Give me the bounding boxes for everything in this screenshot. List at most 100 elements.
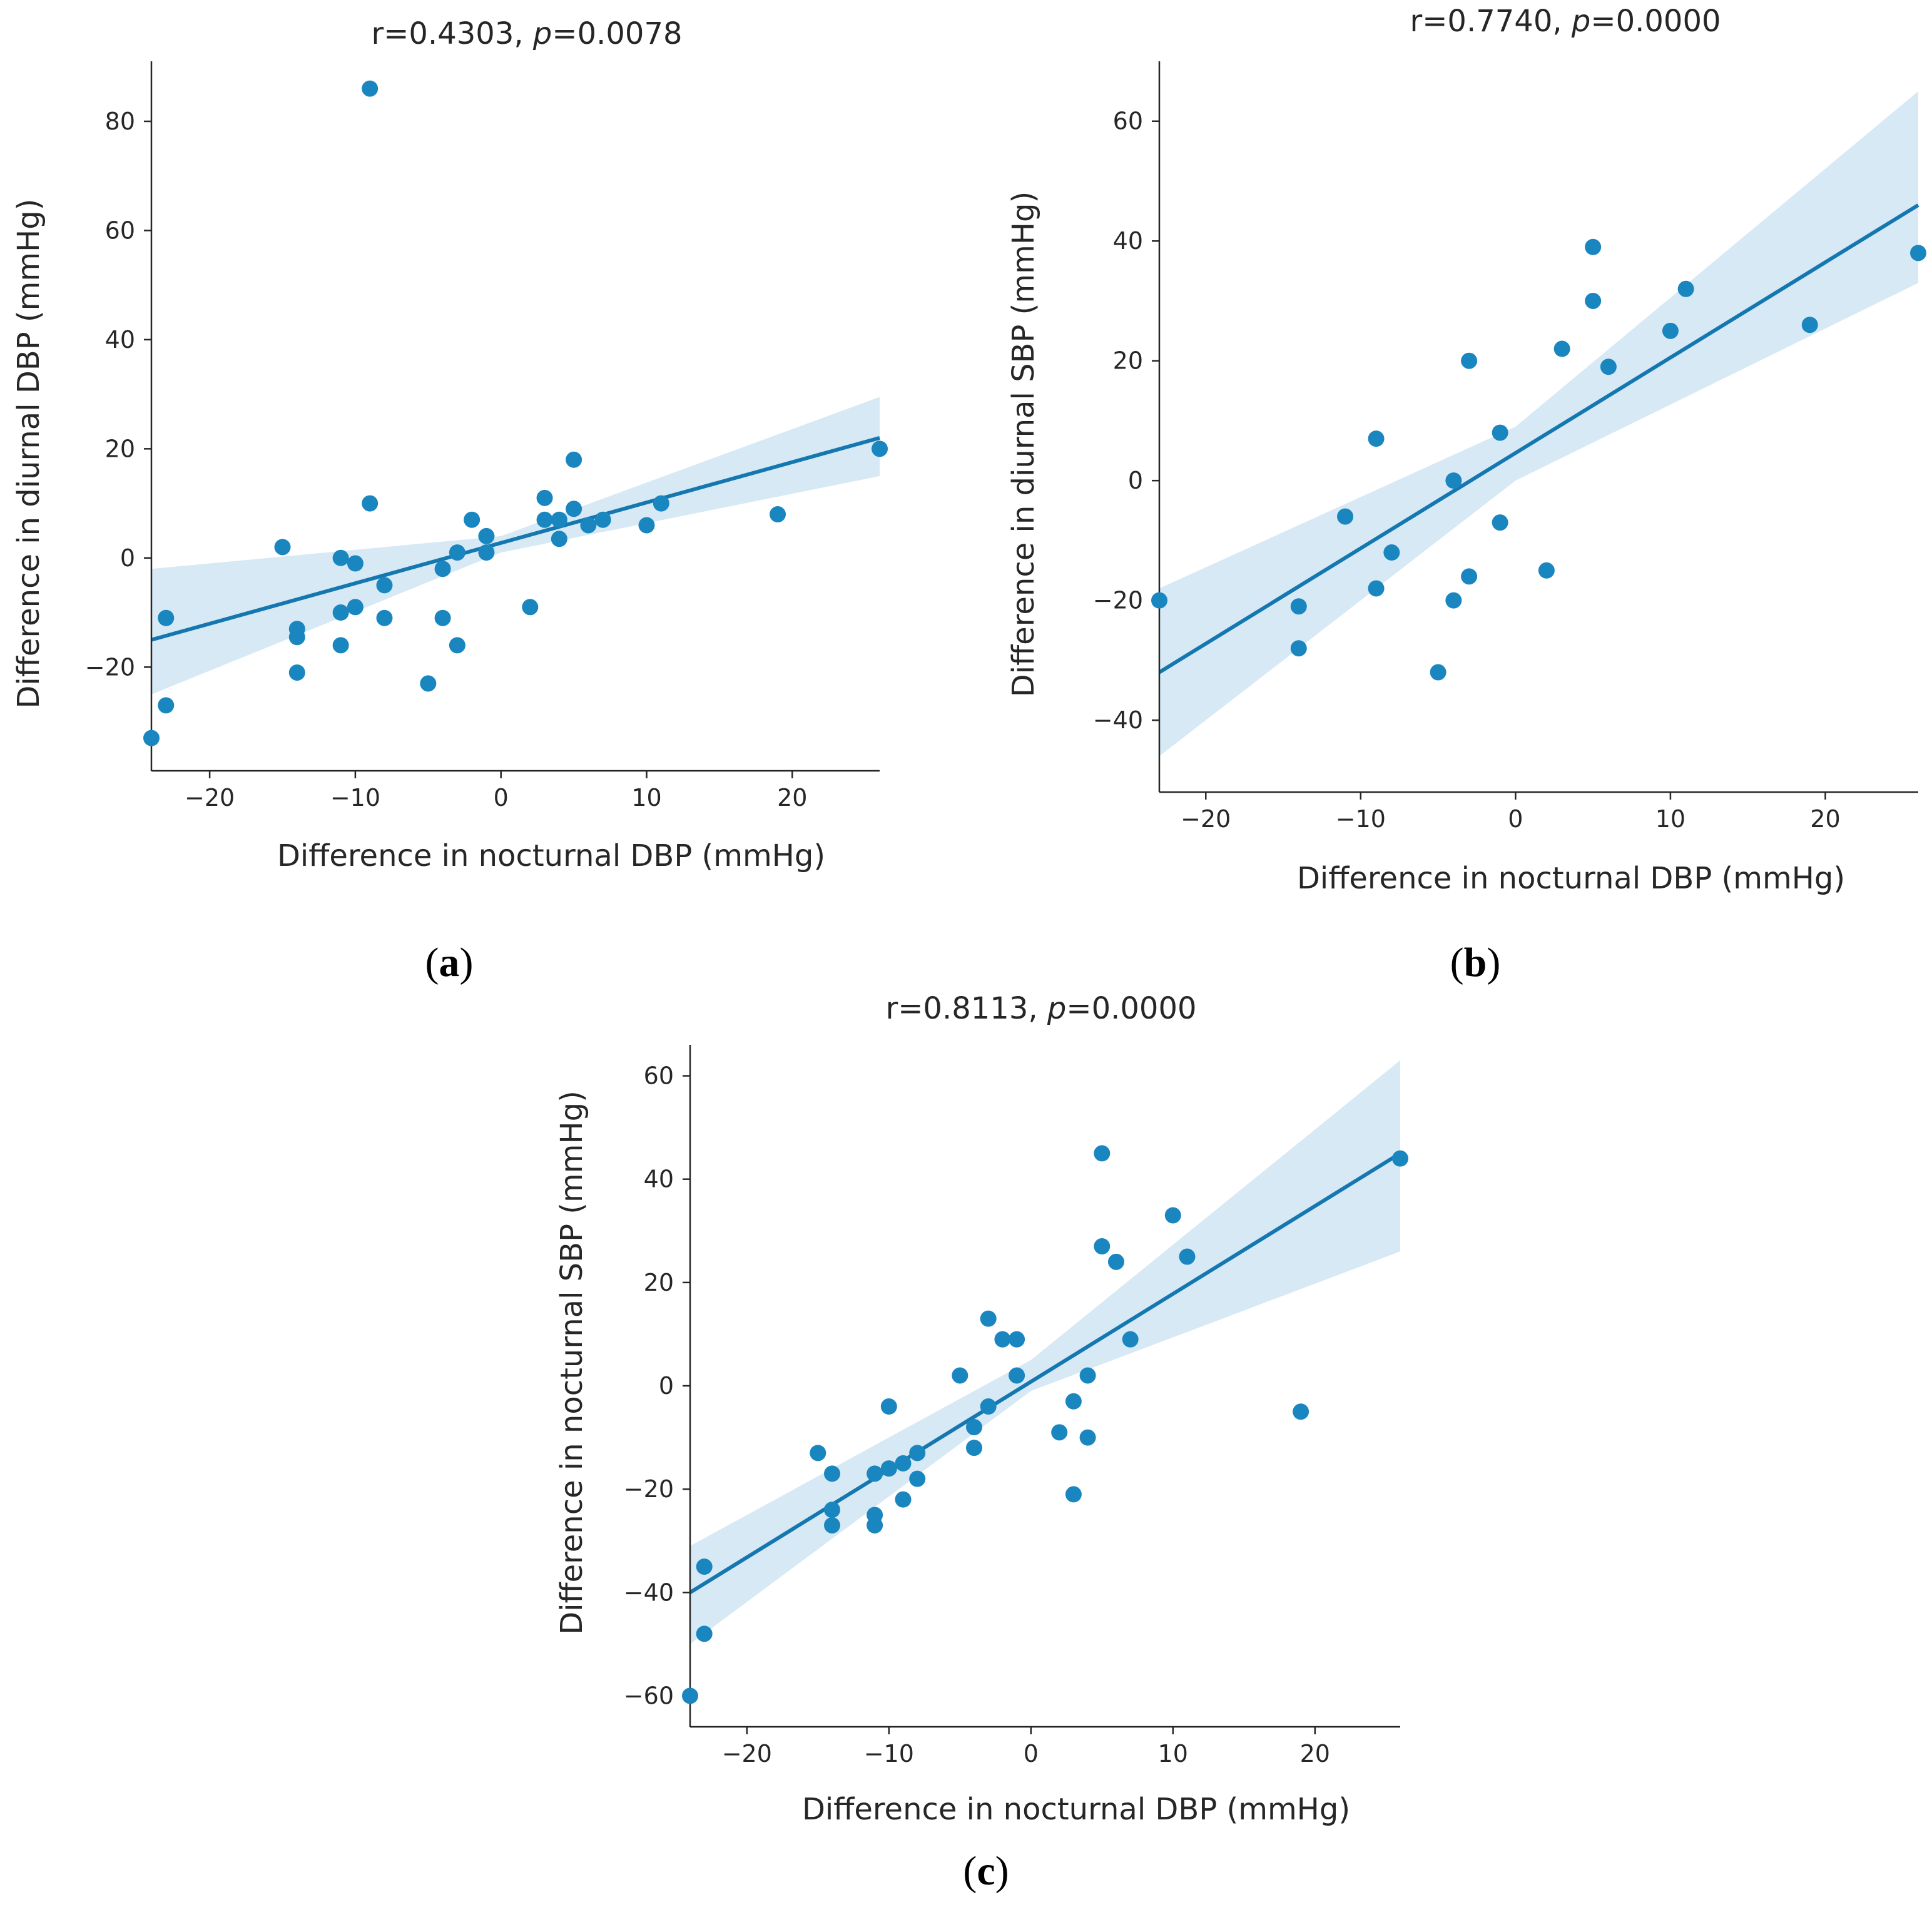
panel-b-data-point <box>1430 664 1446 681</box>
panel-c-x-tick-label: 0 <box>1024 1740 1039 1767</box>
panel-c-x-tick-label: −20 <box>722 1740 772 1767</box>
panel-b-data-point <box>1368 580 1385 597</box>
panel-b-data-point <box>1662 322 1679 339</box>
panel-b-data-point <box>1368 430 1385 447</box>
panel-b-data-point <box>1445 592 1462 609</box>
panel-a-data-point <box>478 527 495 544</box>
panel-c-data-point <box>682 1687 698 1704</box>
panel-c-data-point <box>895 1455 912 1472</box>
panel-a-data-point <box>362 80 379 97</box>
panel-c-title: r=0.8113, p=0.0000 <box>885 991 1196 1026</box>
panel-b-x-tick-label: 20 <box>1810 805 1840 833</box>
panel-a-y-tick-label: 0 <box>120 544 135 572</box>
panel-a-data-point <box>551 511 567 528</box>
panel-a-confidence-band <box>151 397 880 694</box>
panel-c-data-point <box>1079 1367 1096 1384</box>
panel-c-data-point <box>1009 1367 1025 1384</box>
panel-b: r=0.7740, p=0.0000 Difference in nocturn… <box>1006 4 1926 985</box>
panel-a-data-point <box>288 664 305 681</box>
panel-a-data-point <box>362 495 379 512</box>
panel-b-letter: (b) <box>1450 940 1501 985</box>
panel-c-data-point <box>824 1465 840 1482</box>
panel-c-y-tick-label: −20 <box>624 1475 674 1503</box>
panel-a-y-tick-label: 80 <box>105 108 135 135</box>
panel-c-y-tick-label: 60 <box>644 1062 674 1090</box>
panel-c-data-point <box>696 1625 713 1642</box>
panel-a-data-point <box>566 451 582 468</box>
panel-a-regression-line <box>151 436 880 642</box>
panel-a-data-point <box>449 637 465 654</box>
panel-b-x-tick-label: −10 <box>1336 805 1386 833</box>
panel-c-data-point <box>1094 1145 1111 1162</box>
panel-c-data-point <box>966 1419 982 1436</box>
panel-c-data-point <box>1108 1253 1124 1270</box>
panel-a-letter: (a) <box>425 940 474 985</box>
panel-b-data-point <box>1337 508 1354 525</box>
panel-c-data-point <box>880 1398 897 1415</box>
panel-c-confidence-band <box>690 1060 1400 1644</box>
panel-c-data-point <box>1051 1424 1068 1441</box>
panel-b-y-tick-label: −40 <box>1093 706 1143 734</box>
panel-c-y-tick-label: −40 <box>624 1579 674 1606</box>
panel-b-data-point <box>1290 640 1307 657</box>
panel-a-title: r=0.4303, p=0.0078 <box>371 16 682 51</box>
panel-b-data-point <box>1492 424 1508 441</box>
panel-b-data-point <box>1445 472 1462 489</box>
panel-a-data-point <box>158 609 175 626</box>
panel-b-data-point <box>1801 317 1818 333</box>
panel-c-data-point <box>1164 1207 1181 1224</box>
panel-c-data-point <box>895 1491 912 1508</box>
panel-c-data-point <box>909 1470 926 1487</box>
panel-c-data-point <box>1094 1238 1111 1255</box>
panel-b-y-tick-label: −20 <box>1093 587 1143 614</box>
panel-c-data-point <box>867 1465 883 1482</box>
panel-b-data-point <box>1553 340 1570 357</box>
panel-a-data-point <box>566 501 582 517</box>
panel-a-data-point <box>594 511 611 528</box>
panel-b-data-point <box>1585 238 1602 255</box>
panel-a-data-point <box>638 517 655 534</box>
panel-c-data-point <box>1009 1331 1025 1348</box>
panel-c-letter: (c) <box>963 1848 1009 1894</box>
panel-b-y-tick-label: 40 <box>1113 227 1143 255</box>
panel-a-data-point <box>143 730 160 746</box>
panel-b-y-tick-label: 20 <box>1113 347 1143 375</box>
panel-a: r=0.4303, p=0.0078 Difference in nocturn… <box>11 16 888 985</box>
panel-a-data-point <box>434 609 451 626</box>
panel-c-y-tick-label: 0 <box>659 1372 674 1400</box>
panel-a-data-point <box>551 531 567 547</box>
panel-a-data-point <box>770 506 786 523</box>
panel-b-data-point <box>1585 292 1602 309</box>
panel-c-data-point <box>952 1367 969 1384</box>
panel-c-data-point <box>1065 1393 1082 1410</box>
panel-c-data-point <box>966 1440 982 1457</box>
panel-a-data-point <box>274 539 291 556</box>
panel-c-data-point <box>824 1502 840 1518</box>
panel-a-data-point <box>347 599 364 616</box>
panel-a-y-tick-label: 60 <box>105 216 135 244</box>
panel-a-data-point <box>536 489 553 506</box>
panel-c-data-point <box>1065 1486 1082 1503</box>
panel-a-data-point <box>420 675 437 692</box>
panel-a-x-tick-label: 20 <box>777 784 807 811</box>
panel-a-data-point <box>653 495 669 512</box>
panel-a-data-point <box>347 555 364 572</box>
panel-b-y-tick-label: 60 <box>1113 108 1143 135</box>
panel-a-y-tick-label: 40 <box>105 326 135 353</box>
panel-a-data-point <box>536 511 553 528</box>
panel-a-ylabel: Difference in diurnal DBP (mmHg) <box>11 199 46 709</box>
panel-a-data-point <box>332 604 349 621</box>
panel-c-y-tick-label: 40 <box>644 1166 674 1193</box>
panel-a-data-point <box>332 637 349 654</box>
panel-c-data-point <box>880 1460 897 1477</box>
panel-b-title: r=0.7740, p=0.0000 <box>1410 4 1721 39</box>
panel-a-x-tick-label: 10 <box>631 784 661 811</box>
panel-c-data-point <box>1293 1403 1309 1420</box>
panel-a-y-tick-label: −20 <box>85 653 135 681</box>
panel-a-data-point <box>478 544 495 561</box>
panel-c-x-tick-label: −10 <box>864 1740 914 1767</box>
panel-b-data-point <box>1461 352 1478 369</box>
panel-b-data-point <box>1492 514 1508 531</box>
panel-b-data-point <box>1290 598 1307 615</box>
panel-c-y-tick-label: 20 <box>644 1269 674 1296</box>
